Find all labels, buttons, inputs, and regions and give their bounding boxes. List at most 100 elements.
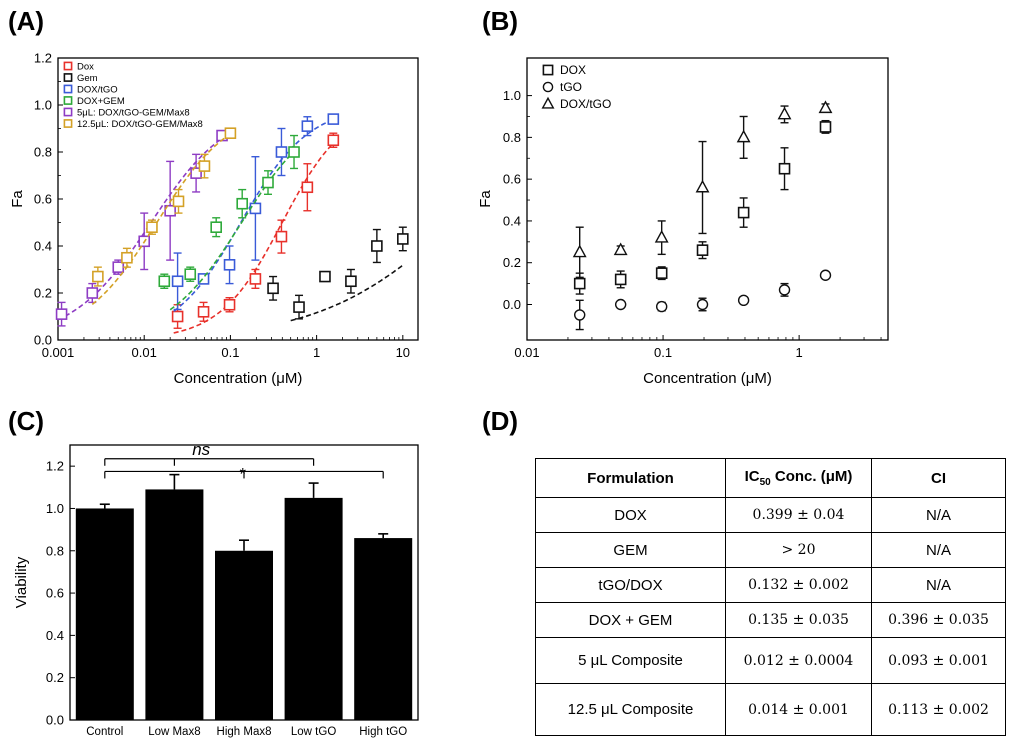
legend-label: 12.5μL: DOX/tGO-GEM/Max8 [77,119,203,130]
x-tick-label: 10 [396,345,410,360]
table-row: DOX + GEM 0.135 ± 0.035 0.396 ± 0.035 [535,602,1006,638]
legend-label: DOX/tGO [77,85,118,96]
data-point [184,268,197,281]
y-axis-title: Viability [13,556,30,608]
y-tick-label: 0.8 [34,145,52,160]
data-point [655,267,668,279]
data-point [171,310,184,323]
x-tick-label: 1 [313,345,320,360]
data-point [778,284,791,296]
data-point [572,244,587,258]
x-tick-label: 0.01 [132,345,157,360]
data-point [301,120,314,132]
header-ci: CI [871,458,1006,498]
category-label: High Max8 [217,726,272,738]
ic50-table: Formulation IC50 Conc. (μM) CI DOX 0.399… [535,458,1006,736]
data-point [121,251,133,264]
legend-marker [63,84,73,94]
y-tick-label: 0.4 [503,213,521,228]
header-formulation: Formulation [535,458,726,498]
data-point [695,179,710,193]
data-point [197,273,210,285]
data-point [158,275,171,288]
fit-curve [57,137,223,321]
legend: DOX tGO DOX/tGO [541,63,611,111]
legend-label: Dox [77,62,94,73]
chart-c: 0.0 0.2 0.4 0.6 0.8 1.0 1.2 Viability Control Low… [13,440,419,738]
data-point [327,113,340,125]
data-point [777,106,792,120]
data-point [249,273,262,285]
data-point [819,269,832,281]
y-tick-label: 0.2 [46,670,64,685]
cell-ic50: 0.012 ± 0.0004 [725,637,872,684]
legend-marker [542,64,554,76]
data-point [210,221,222,233]
table-row: GEM > 20 N/A [535,532,1006,568]
cell-ci: N/A [871,497,1006,533]
data-series [267,226,409,322]
data-point [275,146,288,158]
plot-frame [526,57,889,341]
table-row: tGO/DOX 0.132 ± 0.002 N/A [535,567,1006,603]
cell-ic50: 0.135 ± 0.035 [725,602,872,638]
data-point [613,242,628,256]
data-point [86,287,99,299]
legend-marker [63,73,73,82]
legend-marker [542,81,554,93]
y-tick-label: 0.0 [46,713,64,728]
bar [354,538,413,720]
cell-ic50: 0.132 ± 0.002 [725,567,872,603]
data-point [573,277,586,290]
x-tick-label: 0.1 [654,345,672,360]
data-point [249,202,262,215]
data-point [736,129,751,143]
chart-b: 0.0 0.2 0.4 0.6 0.8 1.0 0.01 0.1 1 Concentration … [477,57,889,387]
cell-formulation: 12.5 μL Composite [535,683,726,736]
y-tick-label: 0.6 [34,192,52,207]
data-point [198,160,211,172]
chart-a: 0.0 0.2 0.4 0.6 0.8 1.0 1.2 0.001 0.01 0.1 1 10 Conc… [9,51,419,387]
legend-label: 5μL: DOX/tGO-GEM/Max8 [77,108,190,119]
bar [284,497,343,720]
category-label: Low Max8 [148,726,200,738]
legend-label: DOX+GEM [77,96,125,107]
y-tick-label: 0.0 [34,333,52,348]
x-tick-label: 0.01 [514,345,539,360]
data-point [262,176,274,189]
data-point [223,298,236,311]
data-point [164,204,176,217]
cell-ic50: 0.399 ± 0.04 [725,497,872,533]
data-point [818,100,833,114]
y-tick-label: 0.6 [503,172,521,187]
data-series [573,119,832,295]
cell-ci: 0.113 ± 0.002 [871,683,1006,736]
y-tick-label: 1.0 [46,501,64,516]
data-point [146,221,158,233]
fit-curve [91,133,231,306]
data-point [371,240,383,252]
table-row: 12.5 μL Composite 0.014 ± 0.001 0.113 ± … [535,683,1006,736]
cell-formulation: DOX + GEM [535,602,726,638]
table-row: 5 μL Composite 0.012 ± 0.0004 0.093 ± 0.… [535,637,1006,684]
data-point [319,270,331,283]
data-point [112,261,125,273]
data-series [171,132,340,334]
panel-label-b: (B) [482,6,518,36]
data-point [293,301,305,313]
y-tick-label: 0.6 [46,586,64,601]
data-point [654,229,669,243]
bar [145,489,204,720]
category-label: Control [86,726,123,738]
y-tick-label: 0.0 [503,297,521,312]
cell-formulation: 5 μL Composite [535,637,726,684]
data-series [55,129,228,327]
significance-bracket: ns [104,440,315,466]
legend-marker [63,96,73,105]
header-conc: Conc. (μM) [770,468,853,485]
y-axis-title: Fa [9,190,26,208]
cell-formulation: tGO/DOX [535,567,726,603]
data-series [572,100,833,279]
data-point [172,195,185,208]
